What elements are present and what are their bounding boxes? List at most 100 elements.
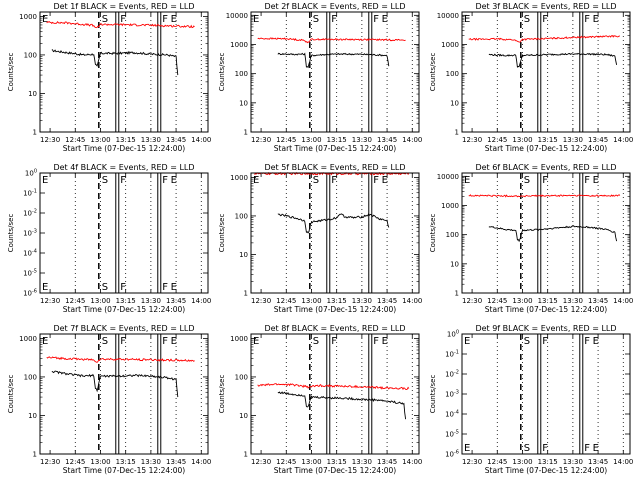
x-tick-label: 13:45 bbox=[588, 136, 608, 144]
y-tick-label: 10-6 bbox=[23, 289, 37, 298]
marker-label-F: F bbox=[331, 336, 337, 347]
y-tick-label: 1000 bbox=[230, 174, 248, 182]
y-tick-label: 1 bbox=[455, 129, 459, 137]
lld-series-line bbox=[257, 383, 410, 391]
x-tick-label: 13:30 bbox=[352, 458, 372, 466]
events-series-line bbox=[277, 212, 390, 234]
y-tick-label: 10 bbox=[28, 412, 37, 420]
x-tick-label: 13:15 bbox=[538, 297, 558, 305]
plot-det-1: 12:30 12:45 13:00 13:15 13:30 13:45 14:00 1 10 10… bbox=[7, 2, 211, 153]
y-tick-label: 10-4 bbox=[23, 249, 37, 258]
marker-label-E: E bbox=[382, 336, 388, 347]
y-tick-label: 10-5 bbox=[23, 269, 37, 278]
y-tick-label: 1 bbox=[33, 451, 37, 459]
y-tick-label: 1000 bbox=[19, 335, 37, 343]
events-series-line bbox=[51, 49, 179, 76]
plot-det-4: 12:30 12:45 13:00 13:15 13:30 13:45 14:00 100 10… bbox=[7, 163, 211, 314]
marker-label-F: F bbox=[162, 14, 168, 25]
x-tick-label: 13:30 bbox=[563, 297, 583, 305]
y-tick-label: 10-3 bbox=[445, 390, 459, 399]
y-tick-label: 100 bbox=[235, 212, 248, 220]
y-tick-label: 100 bbox=[24, 373, 37, 381]
x-tick-label: 12:30 bbox=[462, 136, 482, 144]
lld-series-line bbox=[468, 194, 621, 198]
x-tick-label: 13:00 bbox=[512, 297, 532, 305]
y-tick-label: 100 bbox=[235, 373, 248, 381]
marker-label-F: F bbox=[373, 175, 379, 186]
y-axis-label: Counts/sec bbox=[429, 375, 437, 414]
x-tick-label: 12:30 bbox=[40, 136, 60, 144]
x-tick-label: 13:00 bbox=[301, 458, 321, 466]
marker-label-F: F bbox=[162, 336, 168, 347]
x-tick-label: 13:45 bbox=[166, 458, 186, 466]
x-tick-label: 14:00 bbox=[613, 297, 633, 305]
marker-label-F: F bbox=[120, 14, 126, 25]
marker-label-F: F bbox=[373, 14, 379, 25]
plot-frame bbox=[461, 11, 631, 133]
marker-label-F: F bbox=[542, 175, 548, 186]
y-tick-label: 10 bbox=[450, 260, 459, 268]
plot-det-5: 12:30 12:45 13:00 13:15 13:30 13:45 14:00 1 10 10… bbox=[218, 163, 422, 314]
x-tick-label: 14:00 bbox=[402, 136, 422, 144]
x-tick-label: 14:00 bbox=[613, 136, 633, 144]
x-tick-label: 13:45 bbox=[377, 297, 397, 305]
marker-label-E-left-bottom: E bbox=[42, 282, 48, 293]
x-tick-label: 13:45 bbox=[588, 297, 608, 305]
marker-label-bottom-S: S bbox=[524, 443, 530, 454]
x-tick-label: 12:30 bbox=[40, 458, 60, 466]
x-tick-label: 14:00 bbox=[402, 458, 422, 466]
marker-label-bottom-F: F bbox=[162, 282, 168, 293]
lld-series-line bbox=[46, 20, 195, 29]
y-axis-label: Counts/sec bbox=[218, 53, 226, 92]
plot-title: Det 3f BLACK = Events, RED = LLD bbox=[475, 2, 616, 11]
x-tick-label: 13:30 bbox=[141, 297, 161, 305]
x-tick-label: 12:45 bbox=[65, 136, 85, 144]
marker-label-F: F bbox=[162, 175, 168, 186]
x-tick-label: 13:45 bbox=[377, 136, 397, 144]
lld-series-line bbox=[257, 37, 406, 44]
marker-label-F: F bbox=[584, 336, 590, 347]
y-axis-label: Counts/sec bbox=[218, 214, 226, 253]
marker-label-E-left: E bbox=[464, 14, 470, 25]
marker-label-S: S bbox=[102, 336, 108, 347]
x-tick-label: 13:30 bbox=[563, 458, 583, 466]
x-tick-label: 13:45 bbox=[166, 297, 186, 305]
y-tick-label: 10 bbox=[239, 412, 248, 420]
marker-label-F: F bbox=[120, 175, 126, 186]
y-tick-label: 10-4 bbox=[445, 410, 459, 419]
y-axis-label: Counts/sec bbox=[7, 214, 15, 253]
plot-frame bbox=[250, 172, 420, 294]
x-tick-label: 13:00 bbox=[90, 297, 110, 305]
y-tick-label: 1 bbox=[455, 290, 459, 298]
marker-label-F: F bbox=[331, 14, 337, 25]
x-tick-label: 12:30 bbox=[251, 458, 271, 466]
y-tick-label: 1 bbox=[244, 451, 248, 459]
marker-label-E-left: E bbox=[464, 175, 470, 186]
marker-label-F: F bbox=[584, 14, 590, 25]
y-tick-label: 1 bbox=[244, 290, 248, 298]
y-tick-label: 100 bbox=[25, 169, 37, 178]
plot-title: Det 8f BLACK = Events, RED = LLD bbox=[264, 324, 405, 333]
x-tick-label: 12:45 bbox=[276, 458, 296, 466]
x-tick-label: 13:45 bbox=[166, 136, 186, 144]
events-series-line bbox=[277, 391, 407, 420]
x-tick-label: 12:45 bbox=[487, 458, 507, 466]
x-tick-label: 13:30 bbox=[141, 136, 161, 144]
x-tick-label: 13:00 bbox=[90, 458, 110, 466]
y-axis-label: Counts/sec bbox=[429, 214, 437, 253]
plot-title: Det 6f BLACK = Events, RED = LLD bbox=[475, 163, 616, 172]
y-tick-label: 100 bbox=[24, 51, 37, 59]
y-tick-label: 10-2 bbox=[23, 209, 37, 218]
lld-series-line bbox=[46, 356, 195, 363]
marker-label-E: E bbox=[593, 14, 599, 25]
y-tick-label: 10 bbox=[450, 99, 459, 107]
y-tick-label: 10 bbox=[239, 251, 248, 259]
plot-det-2: 12:30 12:45 13:00 13:15 13:30 13:45 14:00 1 10 10… bbox=[218, 2, 422, 153]
y-axis-label: Counts/sec bbox=[429, 53, 437, 92]
y-tick-label: 1000 bbox=[19, 13, 37, 21]
plot-title: Det 7f BLACK = Events, RED = LLD bbox=[53, 324, 194, 333]
y-tick-label: 10-3 bbox=[23, 229, 37, 238]
x-tick-label: 12:45 bbox=[276, 297, 296, 305]
lld-series-line bbox=[468, 34, 620, 43]
marker-label-F: F bbox=[120, 336, 126, 347]
